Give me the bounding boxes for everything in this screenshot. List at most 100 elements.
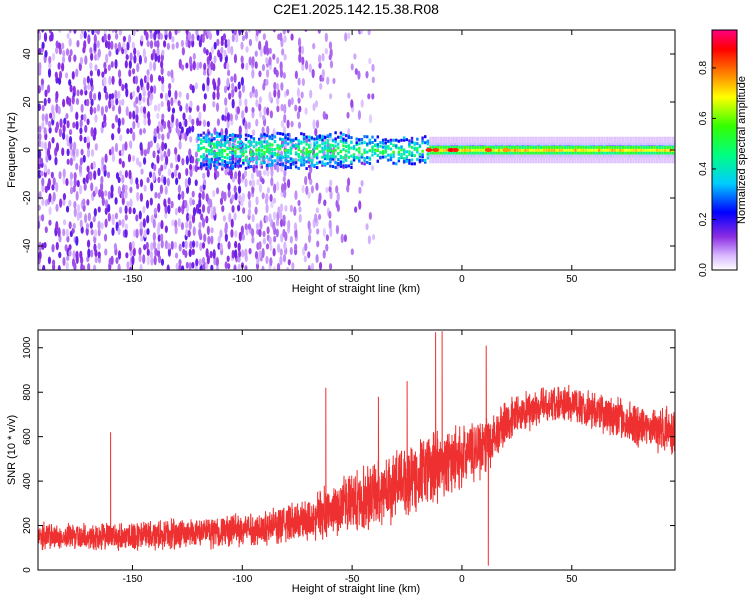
spectrogram-cell	[316, 240, 320, 248]
spectrogram-cell	[579, 160, 582, 164]
spectrogram-cell	[355, 141, 358, 145]
spectrogram-cell	[323, 155, 327, 159]
spectrogram-cell	[51, 104, 55, 114]
spectrogram-cell	[117, 69, 122, 79]
spectrogram-cell	[587, 157, 590, 161]
spectrogram-cell	[128, 206, 132, 215]
spectrogram-cell	[334, 165, 337, 169]
spectrogram-cell	[201, 33, 205, 44]
spectrogram-cell	[429, 139, 432, 143]
spectrogram-cell	[640, 154, 643, 158]
spectrogram-cell	[616, 136, 619, 140]
spectrogram-cell	[597, 151, 601, 155]
spectrogram-cell	[135, 30, 139, 32]
spectrogram-cell	[511, 148, 514, 152]
spectrogram-cell	[437, 139, 440, 143]
spectrogram-cell	[173, 241, 178, 250]
spectrogram-cell	[192, 60, 196, 71]
spectrogram-cell	[196, 117, 200, 127]
spectrogram-cell	[68, 199, 72, 207]
spectrogram-cell	[286, 137, 290, 141]
spectrogram-cell	[319, 82, 323, 90]
spectrogram-cell	[59, 118, 63, 128]
spectrogram-cell	[265, 215, 269, 223]
spectrogram-cell	[213, 164, 216, 168]
spectrogram-cell	[135, 96, 139, 104]
spectrogram-cell	[99, 181, 104, 192]
spectrogram-cell	[405, 155, 408, 159]
spectrogram-cell	[655, 151, 659, 155]
spectrogram-cell	[206, 76, 210, 87]
spectrogram-cell	[571, 148, 575, 152]
spectrogram-cell	[307, 171, 312, 181]
snr-frame	[37, 329, 676, 571]
spectrogram-cell	[550, 145, 553, 149]
spectrogram-cell	[634, 139, 638, 143]
spectrogram-cell	[442, 139, 445, 143]
spectrogram-cell	[279, 203, 284, 213]
spectrogram-cell	[271, 133, 274, 137]
spectrogram-cell	[272, 53, 276, 60]
spectrogram-cell	[658, 148, 662, 152]
spectrogram-cell	[671, 151, 675, 155]
spectrogram-cell	[547, 160, 551, 164]
spectrogram-cell	[103, 164, 107, 172]
spectrogram-cell	[537, 151, 540, 155]
spectrogram-cell	[658, 139, 662, 143]
spectrogram-cell	[205, 49, 209, 56]
spectrogram-cell	[318, 192, 322, 202]
spectrogram-cell	[626, 160, 630, 164]
spectrogram-cell	[389, 141, 393, 145]
spectrogram-cell	[582, 160, 585, 164]
spectrogram-cell	[521, 145, 524, 149]
spectrogram-cell	[82, 154, 86, 163]
spectrogram-cell	[42, 264, 46, 270]
spectrogram-cell	[201, 256, 206, 265]
spectrogram-cell	[178, 121, 182, 129]
spectrogram-cell	[489, 151, 493, 155]
spectrogram-cell	[178, 263, 182, 270]
spectrogram-cell	[241, 192, 245, 203]
spectrogram-cell	[426, 142, 430, 146]
spectrogram-cell	[177, 206, 182, 214]
spectrogram-cell	[508, 157, 511, 161]
spectrogram-cell	[413, 141, 416, 145]
spectrogram-cell	[518, 151, 522, 155]
spectrogram-cell	[497, 154, 501, 158]
spectrogram-cell	[191, 85, 195, 94]
spectrogram-cell	[545, 139, 548, 143]
spectrogram-cell	[308, 63, 312, 73]
spectrogram-cell	[298, 105, 302, 113]
spectrogram-cell	[136, 85, 140, 93]
spectrogram-cell	[658, 160, 662, 164]
spectrogram-cell	[321, 138, 324, 142]
spectrogram-cell	[624, 145, 627, 149]
spectrogram-cell	[149, 61, 153, 71]
spectrogram-cell	[234, 137, 237, 141]
spectrogram-cell	[185, 62, 189, 69]
spectrogram-cell	[244, 155, 248, 159]
spectrogram-cell	[650, 142, 654, 146]
spectrogram-cell	[587, 142, 590, 146]
spectrogram-cell	[79, 219, 83, 228]
spectrogram-cell	[205, 248, 209, 258]
spectrogram-cell	[645, 139, 648, 143]
spectrogram-cell	[118, 99, 122, 106]
spectrogram-cell	[233, 212, 237, 221]
spectrogram-cell	[561, 145, 564, 149]
spectrogram-cell	[90, 182, 94, 192]
spectrogram-cell	[205, 157, 208, 161]
spectrogram-cell	[466, 142, 469, 146]
spectrogram-cell	[484, 157, 488, 161]
spectrogram-y-tick-label: 20	[22, 96, 33, 108]
spectrogram-cell	[542, 145, 546, 149]
spectrogram-cell	[265, 163, 269, 167]
spectrogram-cell	[198, 208, 202, 215]
spectrogram-cell	[198, 61, 203, 69]
spectrogram-cell	[287, 98, 292, 108]
spectrogram-cell	[117, 41, 122, 52]
spectrogram-cell	[508, 148, 511, 152]
spectrogram-cell	[229, 113, 233, 122]
spectrogram-cell	[302, 140, 306, 144]
spectrogram-cell	[521, 142, 524, 146]
